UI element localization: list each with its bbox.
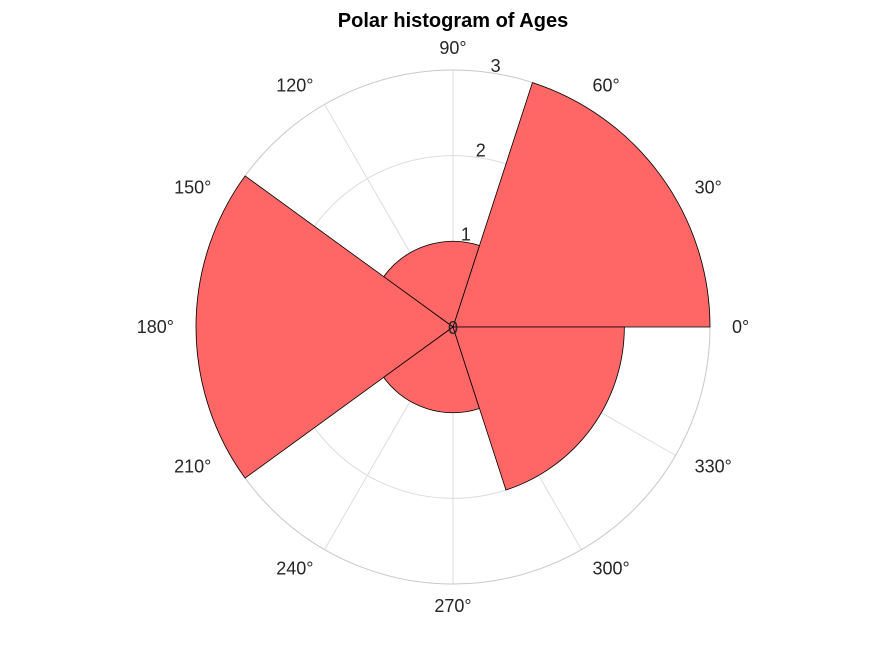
angle-tick-label: 0°: [732, 317, 749, 337]
angle-tick-label: 60°: [593, 75, 620, 95]
radial-tick-label: 0: [448, 318, 458, 338]
angle-tick-label: 120°: [276, 75, 313, 95]
radial-tick-label: 1: [461, 225, 471, 245]
histogram-bar: [452, 326, 625, 491]
angle-tick-label: 90°: [439, 38, 466, 58]
radial-tick-labels: 0 1 2 3: [448, 56, 501, 338]
radial-tick-label: 2: [476, 140, 486, 160]
radial-tick-label: 3: [491, 56, 501, 76]
histogram-bars: [195, 82, 711, 491]
angle-tick-labels: 0° 30° 60° 90° 120° 150° 180° 210° 240° 270° 300° 3…: [137, 38, 749, 616]
histogram-bar: [383, 326, 480, 413]
histogram-bar: [383, 241, 480, 328]
angle-tick-label: 30°: [695, 178, 722, 198]
histogram-bar: [195, 175, 454, 479]
angle-tick-label: 240°: [276, 559, 313, 579]
chart-title: Polar histogram of Ages: [338, 10, 568, 32]
angle-tick-label: 180°: [137, 317, 174, 337]
histogram-bar: [452, 82, 711, 328]
angle-tick-label: 150°: [174, 178, 211, 198]
angle-tick-label: 270°: [434, 596, 471, 616]
angle-tick-label: 330°: [695, 457, 732, 477]
angle-tick-label: 300°: [593, 559, 630, 579]
angle-tick-label: 210°: [174, 457, 211, 477]
